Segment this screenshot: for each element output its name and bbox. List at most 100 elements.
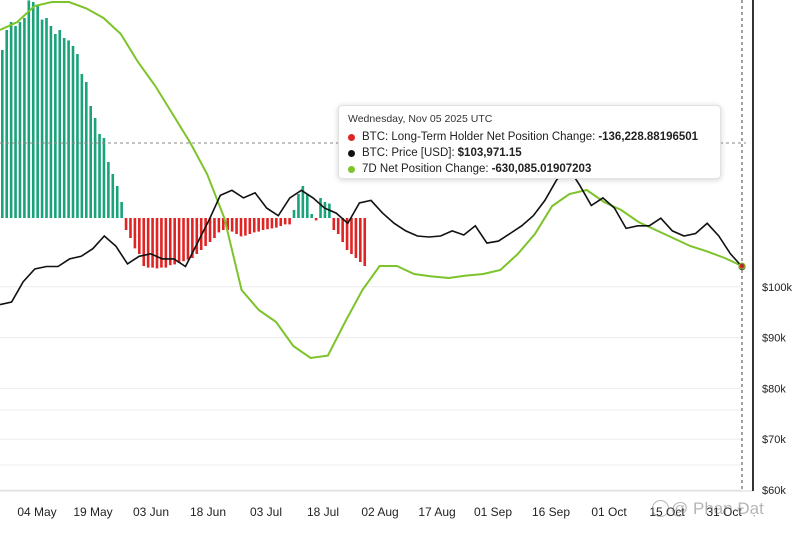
positive-bar: [36, 6, 39, 218]
negative-bar: [359, 218, 362, 262]
negative-bar: [248, 218, 252, 234]
x-tick-label: 18 Jul: [307, 505, 339, 519]
positive-bar: [14, 26, 17, 218]
negative-bar: [142, 218, 146, 266]
positive-bar: [297, 194, 300, 218]
negative-bar: [257, 218, 260, 232]
x-tick-label: 01 Sep: [474, 505, 512, 519]
x-tick-label: 17 Aug: [418, 505, 455, 519]
y-tick-label: $70k: [762, 434, 786, 446]
negative-bar: [266, 218, 269, 230]
y-tick-label: $100k: [762, 282, 792, 294]
positive-bar: [102, 138, 106, 218]
negative-bar: [204, 218, 207, 246]
negative-bar: [208, 218, 212, 242]
bar-series: [1, 0, 367, 269]
negative-bar: [138, 218, 141, 254]
seven-day-line: [0, 1, 743, 360]
grid-lines: [0, 286, 742, 491]
positive-bar: [40, 19, 44, 218]
positive-bar: [323, 202, 327, 218]
x-tick-label: 18 Jun: [190, 505, 226, 519]
tooltip: Wednesday, Nov 05 2025 UTC BTC: Long-Ter…: [338, 105, 721, 179]
positive-bar: [5, 30, 9, 218]
tooltip-value: -630,085.01907203: [491, 163, 592, 175]
negative-bar: [146, 218, 150, 268]
negative-bar: [235, 218, 238, 234]
negative-bar: [345, 218, 349, 250]
tooltip-label: BTC: Long-Term Holder Net Position Chang…: [362, 131, 596, 143]
positive-bar: [1, 50, 4, 218]
negative-bar: [354, 218, 358, 258]
positive-bar: [319, 198, 322, 218]
negative-bar: [341, 218, 344, 242]
negative-bar: [222, 218, 225, 230]
negative-bar: [213, 218, 216, 238]
positive-bar: [111, 174, 115, 218]
watermark-text: @ Phan Đạt: [671, 499, 764, 518]
x-tick-label: 19 May: [73, 505, 112, 519]
tooltip-value: $103,971.15: [457, 147, 522, 159]
y-axis: $60k $70k $80k $90k $100k: [752, 0, 792, 497]
negative-bar: [151, 218, 154, 268]
x-tick-label: 03 Jul: [250, 505, 282, 519]
negative-bar: [314, 218, 318, 221]
positive-bar: [80, 74, 84, 218]
x-tick-label: 31 Oct: [706, 505, 742, 519]
positive-bar: [301, 186, 305, 218]
positive-bar: [18, 22, 22, 218]
positive-bar: [27, 0, 31, 219]
red-dot-icon: [348, 133, 355, 141]
crosshair: [0, 0, 746, 491]
negative-bar: [217, 218, 221, 233]
positive-bar: [9, 22, 13, 218]
y-tick-label: $80k: [762, 383, 786, 395]
green-dot-icon: [348, 165, 355, 173]
negative-bar: [124, 218, 128, 230]
negative-bar: [332, 218, 336, 230]
tooltip-row-7d: 7D Net Position Change: -630,085.0190720…: [348, 161, 711, 177]
positive-bar: [107, 162, 110, 218]
tooltip-row-lth: BTC: Long-Term Holder Net Position Chang…: [348, 129, 711, 145]
negative-bar: [283, 218, 287, 225]
negative-bar: [191, 218, 194, 258]
y-tick-label: $90k: [762, 333, 786, 345]
positive-bar: [31, 2, 35, 218]
x-tick-label: 01 Oct: [591, 505, 627, 519]
positive-bar: [67, 40, 70, 219]
negative-bar: [168, 218, 172, 266]
negative-bar: [252, 218, 256, 233]
negative-bar: [226, 218, 230, 230]
positive-bar: [310, 214, 313, 218]
y-tick-label: $60k: [762, 485, 786, 497]
positive-bar: [292, 210, 296, 218]
positive-bar: [305, 194, 309, 218]
negative-bar: [244, 218, 247, 236]
positive-bar: [71, 46, 75, 218]
negative-bar: [160, 218, 163, 268]
x-tick-label: 03 Jun: [133, 505, 169, 519]
positive-bar: [89, 106, 92, 218]
x-axis: 04 May 19 May 03 Jun 18 Jun 03 Jul 18 Jul 02 A…: [0, 490, 753, 519]
positive-bar: [115, 186, 119, 218]
x-tick-label: 04 May: [17, 505, 56, 519]
positive-bar: [84, 82, 88, 218]
x-tick-label: 02 Aug: [361, 505, 398, 519]
tooltip-row-price: BTC: Price [USD]: $103,971.15: [348, 145, 711, 161]
negative-bar: [336, 218, 340, 234]
watermark-icon: [652, 500, 669, 517]
negative-bar: [363, 218, 367, 266]
negative-bar: [173, 218, 176, 265]
negative-bar: [288, 218, 291, 225]
tooltip-label: BTC: Price [USD]:: [362, 147, 455, 159]
watermark: @ Phan Đạt: [652, 499, 764, 519]
positive-bar: [54, 34, 57, 218]
positive-bar: [93, 118, 97, 218]
negative-bar: [230, 218, 234, 232]
negative-bar: [155, 218, 159, 269]
positive-bar: [49, 26, 53, 218]
negative-bar: [279, 218, 283, 226]
tooltip-value: -136,228.88196501: [598, 131, 699, 143]
negative-bar: [177, 218, 181, 263]
positive-bar: [76, 54, 79, 218]
